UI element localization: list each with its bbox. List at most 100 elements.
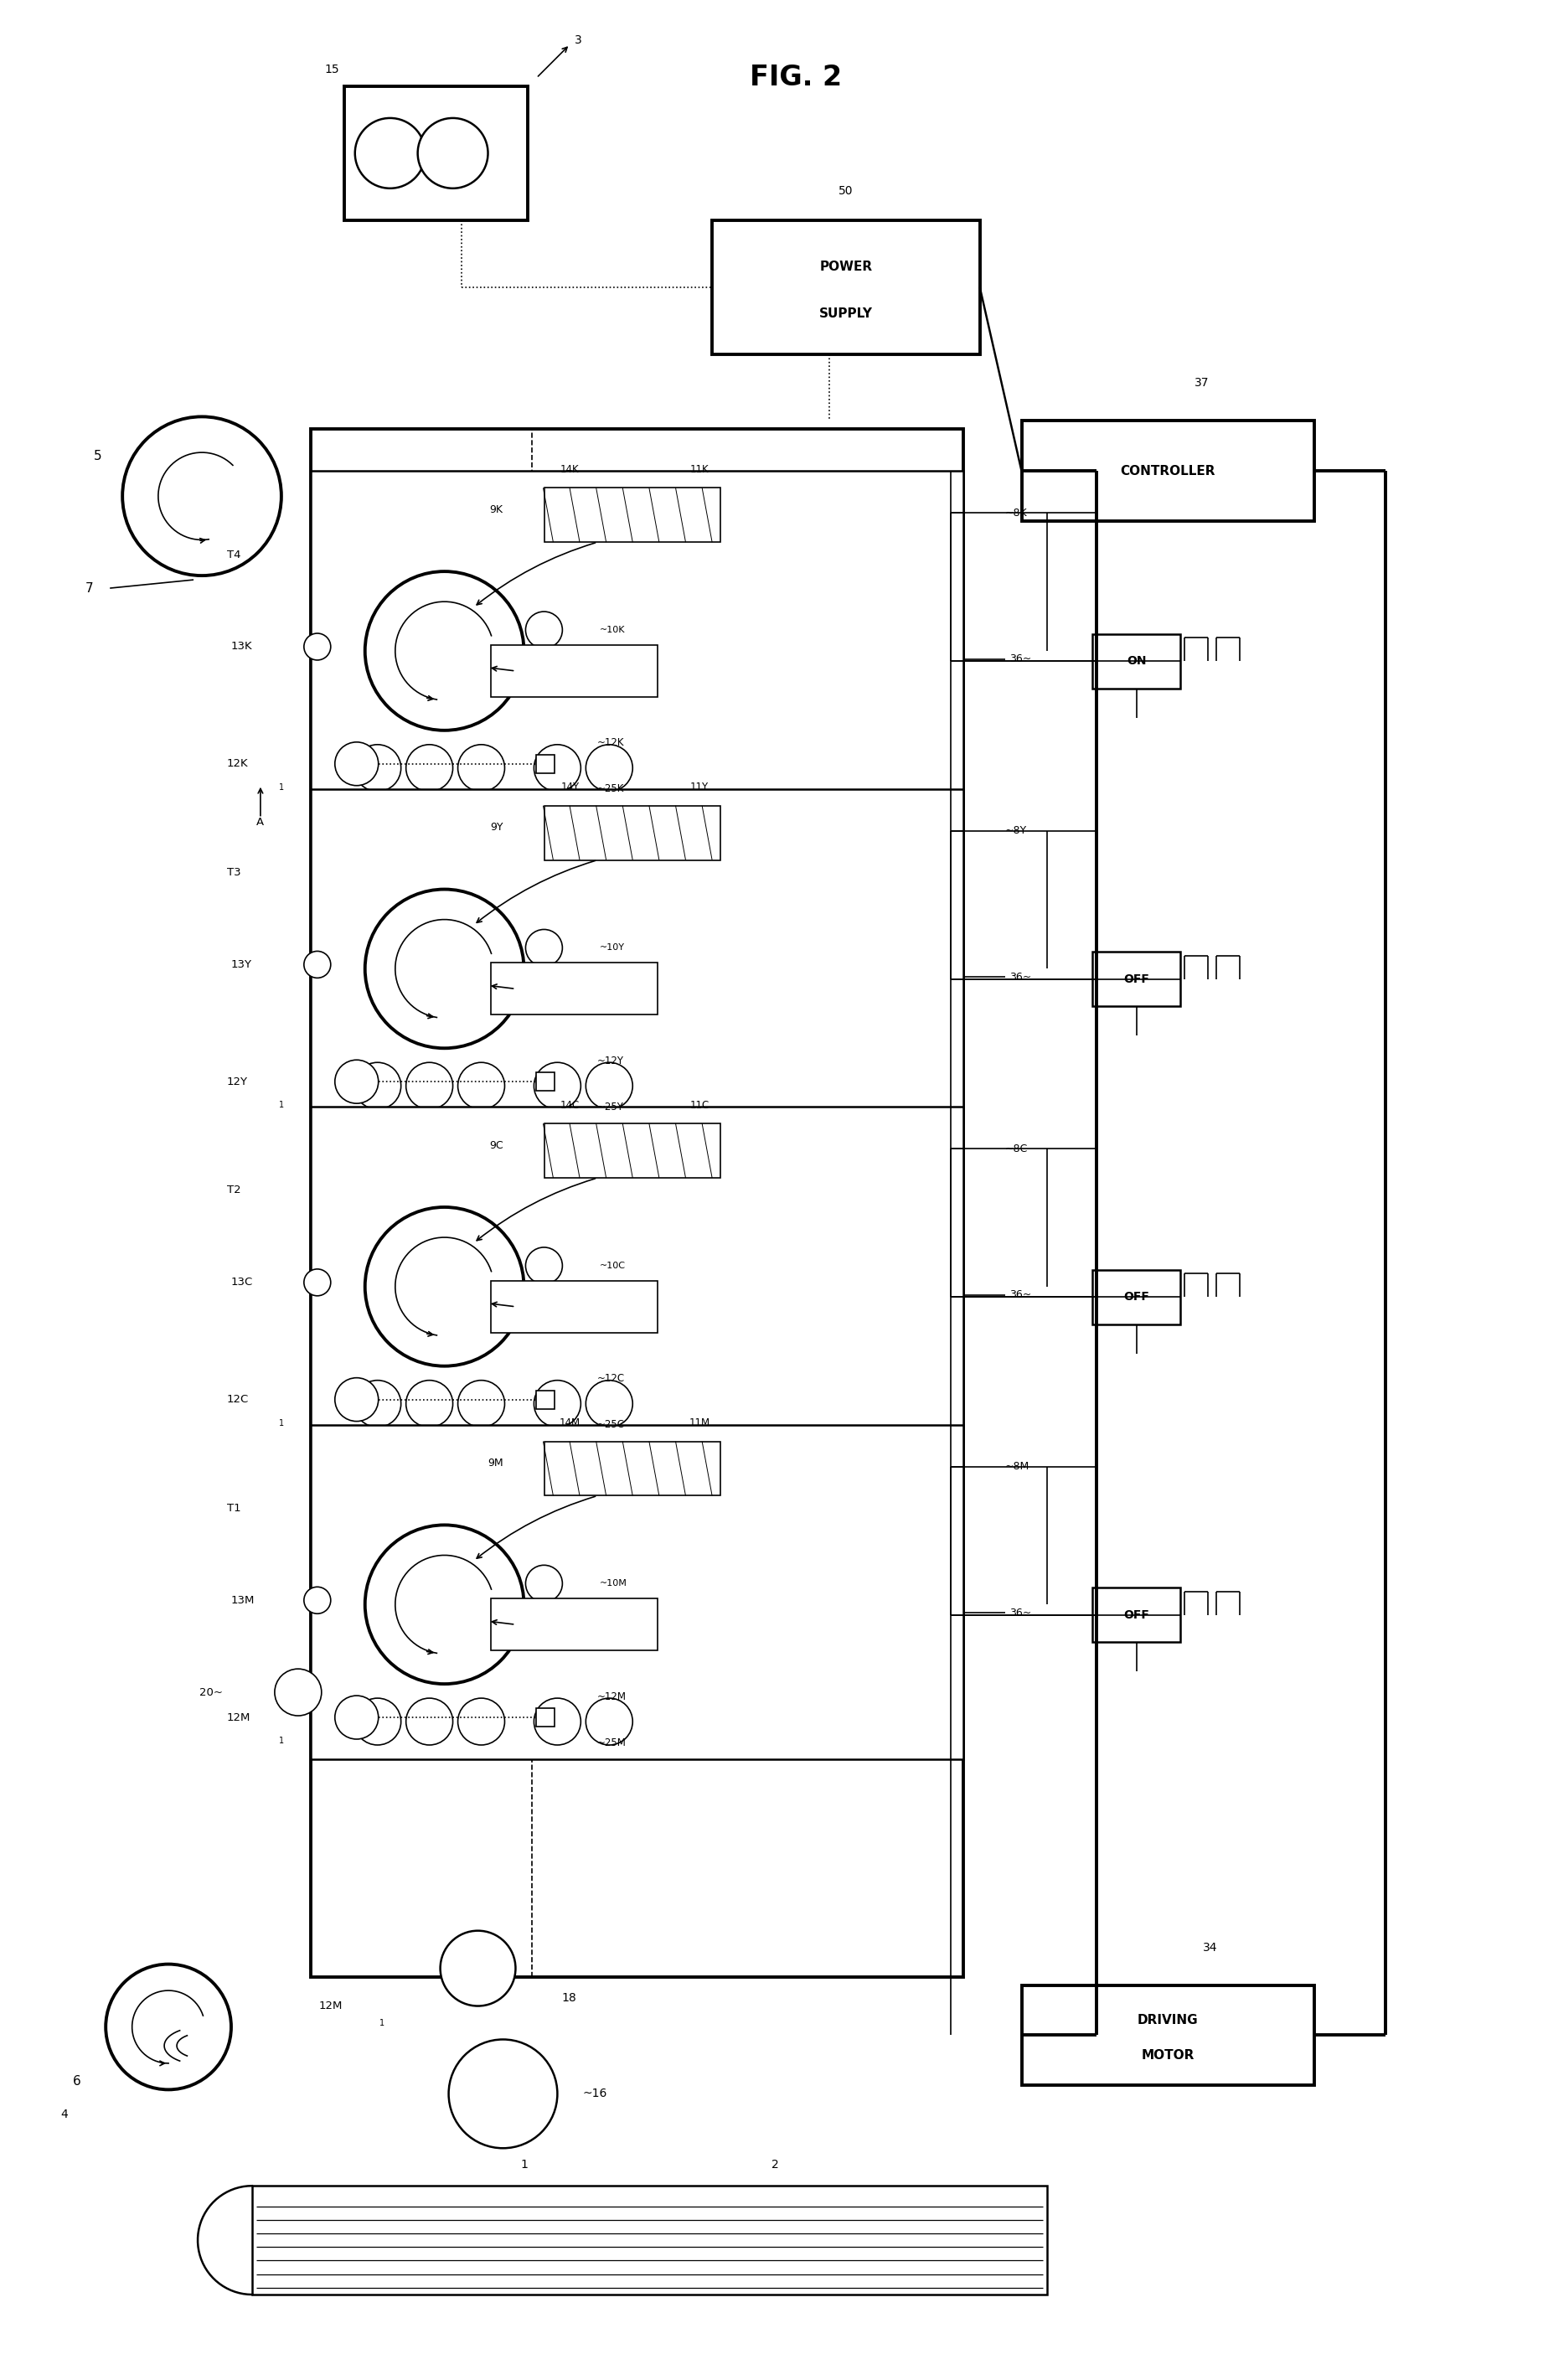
- Circle shape: [534, 1061, 580, 1109]
- Text: MOTOR: MOTOR: [1141, 2049, 1194, 2061]
- Circle shape: [406, 1380, 452, 1428]
- Text: CONTROLLER: CONTROLLER: [1119, 464, 1215, 478]
- Circle shape: [525, 1247, 562, 1285]
- Text: 13M: 13M: [231, 1595, 255, 1606]
- Bar: [491, 1599, 658, 1649]
- Text: ~25C: ~25C: [596, 1418, 624, 1430]
- Text: 12K: 12K: [228, 759, 248, 769]
- Text: 1: 1: [279, 1737, 283, 1745]
- Circle shape: [365, 571, 523, 731]
- Text: DRIVING: DRIVING: [1136, 2013, 1198, 2025]
- Bar: [491, 645, 658, 697]
- Text: 7: 7: [85, 581, 93, 595]
- Circle shape: [525, 1566, 562, 1602]
- Text: ON: ON: [1125, 655, 1146, 666]
- Circle shape: [534, 1699, 580, 1745]
- Circle shape: [274, 1668, 322, 1716]
- Circle shape: [105, 1964, 231, 2090]
- Circle shape: [334, 1378, 378, 1421]
- Circle shape: [534, 1380, 580, 1428]
- Text: ~8C: ~8C: [1005, 1142, 1028, 1154]
- Bar: [344, 86, 528, 219]
- Bar: [491, 964, 658, 1014]
- Circle shape: [585, 1380, 632, 1428]
- Text: ~25Y: ~25Y: [596, 1102, 622, 1111]
- Text: OFF: OFF: [1122, 973, 1149, 985]
- Circle shape: [365, 890, 523, 1047]
- Text: ~25K: ~25K: [596, 783, 624, 795]
- Text: 50: 50: [837, 186, 853, 198]
- Text: OFF: OFF: [1122, 1292, 1149, 1302]
- Text: 3: 3: [574, 33, 582, 45]
- Bar: [311, 1426, 963, 1759]
- Text: ~8M: ~8M: [1005, 1461, 1029, 1471]
- Circle shape: [525, 931, 562, 966]
- Text: 14Y: 14Y: [560, 781, 579, 793]
- Text: ~10Y: ~10Y: [599, 942, 625, 952]
- Bar: [327, 547, 353, 616]
- Text: 11M: 11M: [689, 1418, 709, 1428]
- Text: POWER: POWER: [819, 262, 872, 274]
- Text: ~12Y: ~12Y: [596, 1054, 624, 1066]
- Text: 1: 1: [520, 2159, 528, 2171]
- Text: A: A: [257, 816, 265, 828]
- Circle shape: [449, 2040, 557, 2149]
- Bar: [545, 1123, 720, 1178]
- Text: ~25M: ~25M: [596, 1737, 625, 1747]
- Bar: [491, 1280, 658, 1333]
- Text: SUPPLY: SUPPLY: [819, 307, 872, 319]
- Text: ~10C: ~10C: [599, 1261, 625, 1271]
- Circle shape: [585, 1699, 632, 1745]
- Text: 20~: 20~: [200, 1687, 223, 1697]
- Text: ~12C: ~12C: [596, 1373, 624, 1385]
- Text: 12Y: 12Y: [228, 1076, 248, 1088]
- Text: 1: 1: [279, 1418, 283, 1428]
- Circle shape: [585, 1061, 632, 1109]
- Circle shape: [534, 745, 580, 793]
- Text: T3: T3: [228, 866, 241, 878]
- Circle shape: [458, 1699, 505, 1745]
- Circle shape: [354, 745, 401, 793]
- Bar: [1091, 1271, 1180, 1323]
- Circle shape: [122, 416, 282, 576]
- Circle shape: [365, 1207, 523, 1366]
- Circle shape: [406, 1699, 452, 1745]
- Text: 36~: 36~: [1008, 971, 1031, 983]
- Text: 14K: 14K: [560, 464, 579, 476]
- Circle shape: [585, 745, 632, 793]
- Circle shape: [458, 1380, 505, 1428]
- Text: 34: 34: [1201, 1942, 1217, 1954]
- Text: ~10M: ~10M: [599, 1580, 627, 1587]
- Bar: [252, 2185, 1046, 2294]
- Text: 13Y: 13Y: [231, 959, 252, 971]
- Bar: [1091, 633, 1180, 688]
- Circle shape: [303, 633, 331, 659]
- Text: ~10K: ~10K: [599, 626, 625, 633]
- Bar: [1091, 952, 1180, 1007]
- Circle shape: [303, 952, 331, 978]
- Text: 12M: 12M: [228, 1711, 251, 1723]
- Bar: [545, 807, 720, 859]
- Circle shape: [440, 1930, 515, 2006]
- Text: T2: T2: [228, 1185, 241, 1195]
- Text: ~12K: ~12K: [596, 738, 624, 747]
- Circle shape: [354, 1061, 401, 1109]
- Text: 15: 15: [324, 64, 339, 76]
- Text: 6: 6: [73, 2075, 80, 2087]
- Text: 5: 5: [93, 450, 101, 462]
- Text: ~8Y: ~8Y: [1005, 826, 1026, 835]
- Text: 14C: 14C: [560, 1100, 579, 1111]
- Text: 11C: 11C: [689, 1100, 709, 1111]
- Text: 11Y: 11Y: [690, 781, 709, 793]
- Bar: [536, 1709, 554, 1726]
- Text: 14M: 14M: [559, 1418, 580, 1428]
- Bar: [311, 788, 963, 1123]
- Circle shape: [365, 1526, 523, 1685]
- Circle shape: [406, 745, 452, 793]
- Bar: [1022, 1985, 1314, 2085]
- Text: 36~: 36~: [1008, 1607, 1031, 1618]
- Bar: [1022, 421, 1314, 521]
- Circle shape: [354, 119, 426, 188]
- Circle shape: [354, 1699, 401, 1745]
- Text: OFF: OFF: [1122, 1609, 1149, 1621]
